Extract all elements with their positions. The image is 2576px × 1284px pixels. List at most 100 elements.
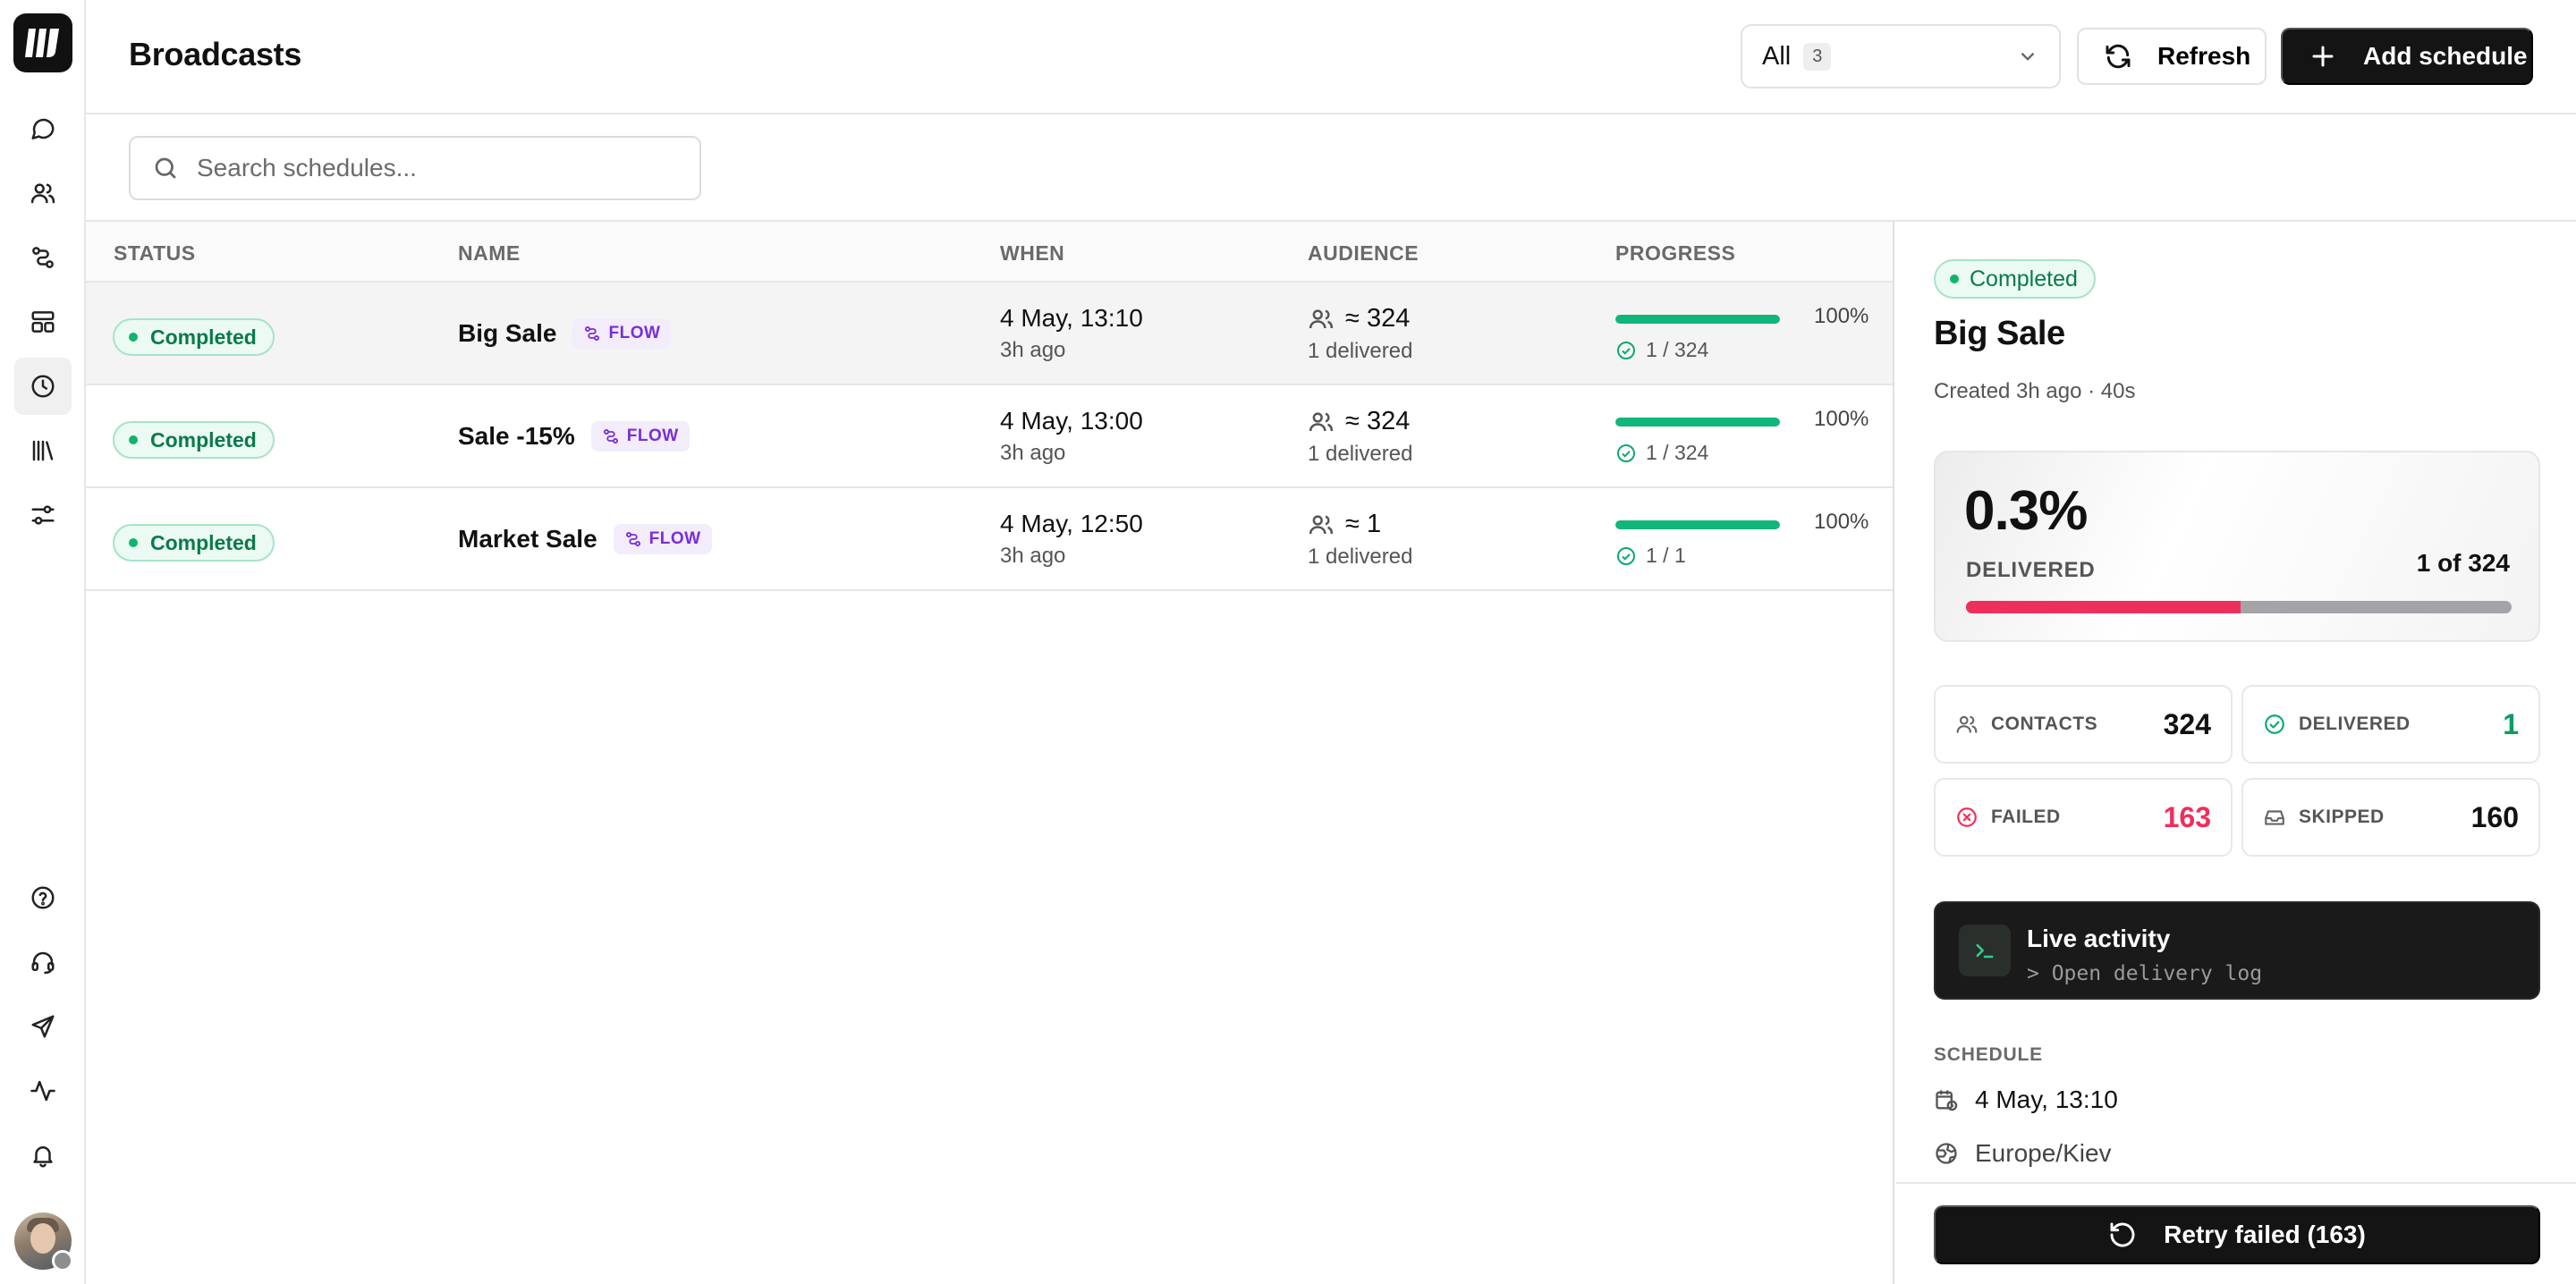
- logo-icon: [25, 29, 59, 57]
- table-row[interactable]: Completed Big Sale FLOW 4 May, 13:10 3h …: [86, 283, 1893, 385]
- schedule-name: Big Sale: [458, 319, 557, 347]
- delivered-percentage: 0.3%: [1964, 480, 2088, 542]
- schedule-name-cell: Sale -15% FLOW: [458, 421, 690, 452]
- when-cell: 4 May, 13:10 3h ago: [1000, 304, 1143, 363]
- status-label: Completed: [150, 530, 257, 554]
- schedules-table: STATUS NAME WHEN AUDIENCE PROGRESS Compl…: [86, 222, 1894, 1284]
- schedule-datetime-row: 4 May, 13:10: [1934, 1085, 2118, 1114]
- check-circle-icon: [1617, 546, 1635, 565]
- page-title: Broadcasts: [129, 36, 302, 72]
- flow-badge: FLOW: [613, 524, 712, 554]
- support-headset-icon[interactable]: [21, 941, 64, 984]
- user-avatar[interactable]: [14, 1212, 73, 1271]
- relative-time: 3h ago: [1000, 441, 1066, 465]
- settings-sliders-icon[interactable]: [21, 494, 64, 536]
- audience-cell: ≈ 324 1 delivered: [1308, 304, 1412, 364]
- flow-badge-label: FLOW: [626, 427, 679, 445]
- detail-title: Big Sale: [1934, 315, 2065, 352]
- refresh-icon: [2106, 44, 2131, 69]
- audience-cell: ≈ 324 1 delivered: [1308, 407, 1412, 467]
- panel-footer: Retry failed (163): [1896, 1182, 2576, 1284]
- chat-icon[interactable]: [21, 107, 64, 150]
- detail-created-meta: Created 3h ago · 40s: [1934, 379, 2136, 403]
- schedule-detail-panel: Completed Big Sale Created 3h ago · 40s …: [1896, 222, 2576, 1284]
- flow-badge-label: FLOW: [648, 529, 701, 548]
- column-header-status[interactable]: STATUS: [114, 241, 196, 265]
- scheduled-datetime: 4 May, 13:10: [1000, 304, 1143, 332]
- delivered-label: DELIVERED: [1966, 558, 2096, 582]
- top-header: Broadcasts All 3 Refresh Add schedule: [86, 0, 2576, 114]
- failed-segment: [1966, 601, 2241, 613]
- column-header-name[interactable]: NAME: [458, 241, 521, 265]
- x-circle-icon: [1957, 807, 1977, 827]
- column-header-when[interactable]: WHEN: [1000, 241, 1065, 265]
- table-row[interactable]: Completed Sale -15% FLOW 4 May, 13:00 3h…: [86, 385, 1893, 488]
- progress-percent: 100%: [1814, 304, 1869, 328]
- contacts-icon[interactable]: [21, 172, 64, 215]
- table-row[interactable]: Completed Market Sale FLOW 4 May, 12:50 …: [86, 488, 1893, 591]
- presence-status-dot: [52, 1250, 73, 1271]
- delivered-count: 1 delivered: [1308, 442, 1413, 466]
- audience-cell: ≈ 1 1 delivered: [1308, 510, 1412, 570]
- failed-stat-value: 163: [2163, 800, 2211, 833]
- app-logo[interactable]: [13, 13, 72, 72]
- column-header-audience[interactable]: AUDIENCE: [1308, 241, 1419, 265]
- schedules-icon[interactable]: [14, 358, 72, 415]
- status-dot: [129, 435, 138, 444]
- status-badge: Completed: [113, 421, 275, 459]
- delivered-stat-card: DELIVERED 1: [2241, 685, 2540, 764]
- dashboard-icon[interactable]: [21, 300, 64, 343]
- when-cell: 4 May, 12:50 3h ago: [1000, 510, 1143, 569]
- failed-stat-card: FAILED 163: [1934, 778, 2233, 857]
- failed-stat-label: FAILED: [1991, 807, 2061, 827]
- send-icon[interactable]: [21, 1005, 64, 1048]
- add-schedule-button[interactable]: Add schedule: [2281, 28, 2533, 85]
- flows-icon[interactable]: [21, 236, 64, 279]
- globe-icon: [1936, 1143, 1957, 1164]
- activity-icon[interactable]: [21, 1069, 64, 1112]
- schedule-name-cell: Market Sale FLOW: [458, 524, 712, 554]
- progress-bar: [1615, 315, 1780, 324]
- delivery-summary-card: 0.3% DELIVERED 1 of 324: [1934, 451, 2540, 642]
- search-input[interactable]: [197, 154, 698, 182]
- detail-status-label: Completed: [1970, 266, 2078, 291]
- library-icon[interactable]: [21, 429, 64, 472]
- retry-failed-button[interactable]: Retry failed (163): [1934, 1205, 2540, 1264]
- schedule-section-heading: SCHEDULE: [1934, 1044, 2043, 1065]
- delivery-breakdown-bar: [1966, 601, 2512, 613]
- status-label: Completed: [150, 427, 257, 452]
- table-header: STATUS NAME WHEN AUDIENCE PROGRESS: [86, 222, 1893, 283]
- notifications-bell-icon[interactable]: [21, 1134, 64, 1177]
- flow-icon: [585, 326, 600, 341]
- status-dot: [129, 333, 138, 342]
- search-icon: [155, 157, 176, 179]
- help-icon[interactable]: [21, 876, 64, 919]
- live-activity-button[interactable]: Live activity > Open delivery log: [1934, 901, 2540, 1000]
- contacts-icon: [1956, 715, 1978, 733]
- scheduled-datetime: 4 May, 12:50: [1000, 510, 1143, 537]
- schedule-timezone-row: Europe/Kiev: [1934, 1139, 2112, 1168]
- delivered-of-total: 1 of 324: [2416, 549, 2510, 577]
- status-filter-select[interactable]: All 3: [1741, 24, 2061, 89]
- refresh-button[interactable]: Refresh: [2077, 28, 2267, 85]
- audience-users-icon: [1309, 308, 1334, 328]
- flow-badge: FLOW: [590, 421, 690, 452]
- plus-icon: [2312, 46, 2334, 67]
- audience-size: ≈ 324: [1345, 407, 1411, 435]
- retry-icon: [2110, 1222, 2135, 1247]
- flow-badge-label: FLOW: [608, 324, 661, 342]
- status-badge: Completed: [113, 318, 275, 356]
- progress-percent: 100%: [1814, 510, 1869, 534]
- skipped-stat-label: SKIPPED: [2299, 807, 2385, 827]
- status-badge: Completed: [113, 524, 275, 562]
- when-cell: 4 May, 13:00 3h ago: [1000, 407, 1143, 466]
- flow-badge: FLOW: [572, 318, 672, 349]
- search-box[interactable]: [129, 136, 701, 200]
- progress-fill: [1615, 520, 1780, 529]
- filter-count-badge: 3: [1803, 42, 1832, 71]
- audience-users-icon: [1309, 411, 1334, 431]
- avatar-face: [30, 1223, 55, 1254]
- column-header-progress[interactable]: PROGRESS: [1615, 241, 1736, 265]
- detail-status-badge: Completed: [1934, 259, 2096, 299]
- contacts-stat-label: CONTACTS: [1991, 714, 2098, 734]
